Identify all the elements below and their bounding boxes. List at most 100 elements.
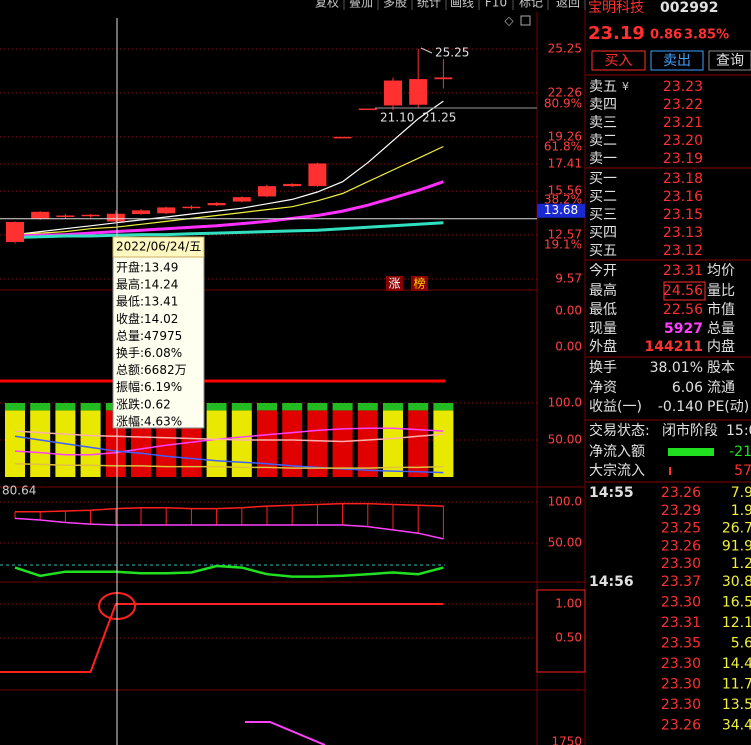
book-label: 买一	[589, 171, 617, 187]
toolbar-button[interactable]: 画线	[450, 0, 474, 10]
stat-label: 量比	[707, 283, 735, 299]
toolbar-button[interactable]: 标记	[519, 0, 543, 10]
trade-time: 14:55	[589, 485, 634, 501]
tooltip-line: 收盘:14.02	[116, 311, 178, 326]
tooltip-line: 最低:13.41	[116, 295, 178, 309]
candle-body	[384, 80, 402, 106]
stock-code: 002992	[660, 0, 718, 16]
price-annotation: 21.25	[422, 111, 456, 125]
bar-segment	[80, 410, 101, 477]
stat-label: 市值	[707, 301, 735, 318]
trade-volume: 26.7	[722, 521, 751, 537]
book-price: 23.16	[663, 189, 703, 205]
price-annotation: 21.10	[380, 111, 414, 125]
trade-button-frame[interactable]	[591, 50, 646, 71]
panel-tick-label: 100.0	[548, 495, 582, 509]
badge-box	[386, 276, 403, 291]
stock-change-pct: 3.85%	[684, 28, 729, 43]
bar-segment	[307, 410, 328, 477]
stat-value: 23.31	[663, 263, 703, 279]
trade-volume: 5.6	[731, 636, 751, 652]
stock-price: 23.19	[588, 23, 645, 44]
toolbar-button[interactable]: 统计	[417, 0, 441, 10]
window-icon	[520, 15, 531, 26]
bar-segment	[357, 410, 378, 477]
toolbar-button[interactable]: 多股	[383, 0, 407, 10]
flow-value: -21	[729, 444, 751, 460]
indicator-line	[14, 430, 444, 443]
book-price: 23.19	[663, 151, 703, 167]
stat-label: 外盘	[589, 338, 617, 355]
bar-segment	[408, 410, 429, 477]
candle-body	[434, 77, 453, 80]
tooltip-line: 开盘:13.49	[116, 260, 178, 275]
candle-body	[31, 211, 50, 219]
stat-label: 换手	[589, 359, 617, 376]
trade-price: 23.31	[661, 615, 701, 631]
toolbar-button[interactable]: 复权	[315, 0, 339, 10]
trade-button[interactable]: 查询	[716, 53, 744, 69]
bar-cap	[357, 403, 378, 411]
price-tick-label: 9.57	[555, 272, 582, 286]
price-annotation: 25.25	[435, 46, 469, 60]
bar-segment	[231, 410, 252, 477]
tooltip-line: 涨幅:4.63%	[116, 413, 182, 428]
flow-value: 57	[734, 463, 751, 479]
stat-value: 5927	[664, 321, 703, 337]
toolbar-button[interactable]: 返回	[556, 0, 580, 10]
trade-price: 23.37	[661, 574, 701, 590]
trade-button-frame[interactable]	[708, 50, 751, 71]
book-price: 23.13	[663, 225, 703, 241]
stock-name: 宝明科技	[588, 0, 644, 16]
stat-value: 38.01%	[650, 360, 703, 376]
stat-label: 收益(一)	[589, 399, 642, 415]
tooltip-line: 总量:47975	[116, 329, 182, 343]
candle-body	[207, 203, 226, 206]
trade-button-frame[interactable]	[650, 50, 704, 71]
moving-average	[14, 100, 444, 236]
toolbar-button[interactable]: F10	[485, 0, 507, 10]
price-tick-label: 25.25	[548, 42, 582, 56]
bar-segment	[383, 410, 403, 477]
price-tick-label: 22.26	[548, 85, 582, 99]
candle-body	[132, 210, 150, 215]
tooltip-line: 总额:6682万	[116, 363, 187, 377]
bar-segment	[30, 410, 51, 477]
status-value: 闭市阶段	[662, 422, 718, 439]
bar-cap	[55, 403, 76, 411]
trade-price: 23.30	[661, 697, 701, 713]
stat-label: 现量	[589, 321, 617, 337]
moving-average	[14, 221, 444, 239]
trade-button[interactable]: 卖出	[663, 53, 691, 69]
panel-tick-label: 1750	[551, 735, 582, 745]
book-label: 买四	[589, 225, 617, 241]
trade-volume: 1.9	[731, 503, 751, 519]
bar-segment	[433, 410, 454, 477]
toolbar-button[interactable]: 叠加	[349, 0, 373, 10]
book-price: 23.20	[663, 133, 703, 149]
annotation-arrow	[420, 47, 433, 54]
bar-cap	[433, 403, 454, 411]
indicator-line	[15, 502, 444, 513]
trade-price: 23.26	[661, 485, 701, 501]
moving-average	[14, 180, 444, 238]
stat-value: -0.140	[658, 399, 703, 415]
book-label: 卖二	[589, 133, 617, 149]
trade-button[interactable]: 买入	[605, 53, 633, 69]
bar-cap	[282, 403, 303, 411]
stat-label: 最高	[589, 282, 617, 299]
trade-volume: 34.4	[722, 718, 751, 734]
stat-label: 最低	[589, 302, 617, 318]
trade-time: 14:56	[589, 574, 634, 590]
bar-cap	[231, 403, 252, 411]
candle-body	[258, 186, 276, 197]
status-label: 交易状态:	[589, 422, 650, 439]
bar-cap	[383, 403, 403, 411]
panel-tick-label: 100.0	[548, 396, 582, 410]
flow-bar	[669, 467, 671, 475]
trade-price: 23.25	[661, 521, 701, 537]
book-price: 23.18	[663, 171, 703, 187]
tooltip-header	[112, 236, 205, 258]
panel-label: 80.64	[2, 484, 36, 498]
